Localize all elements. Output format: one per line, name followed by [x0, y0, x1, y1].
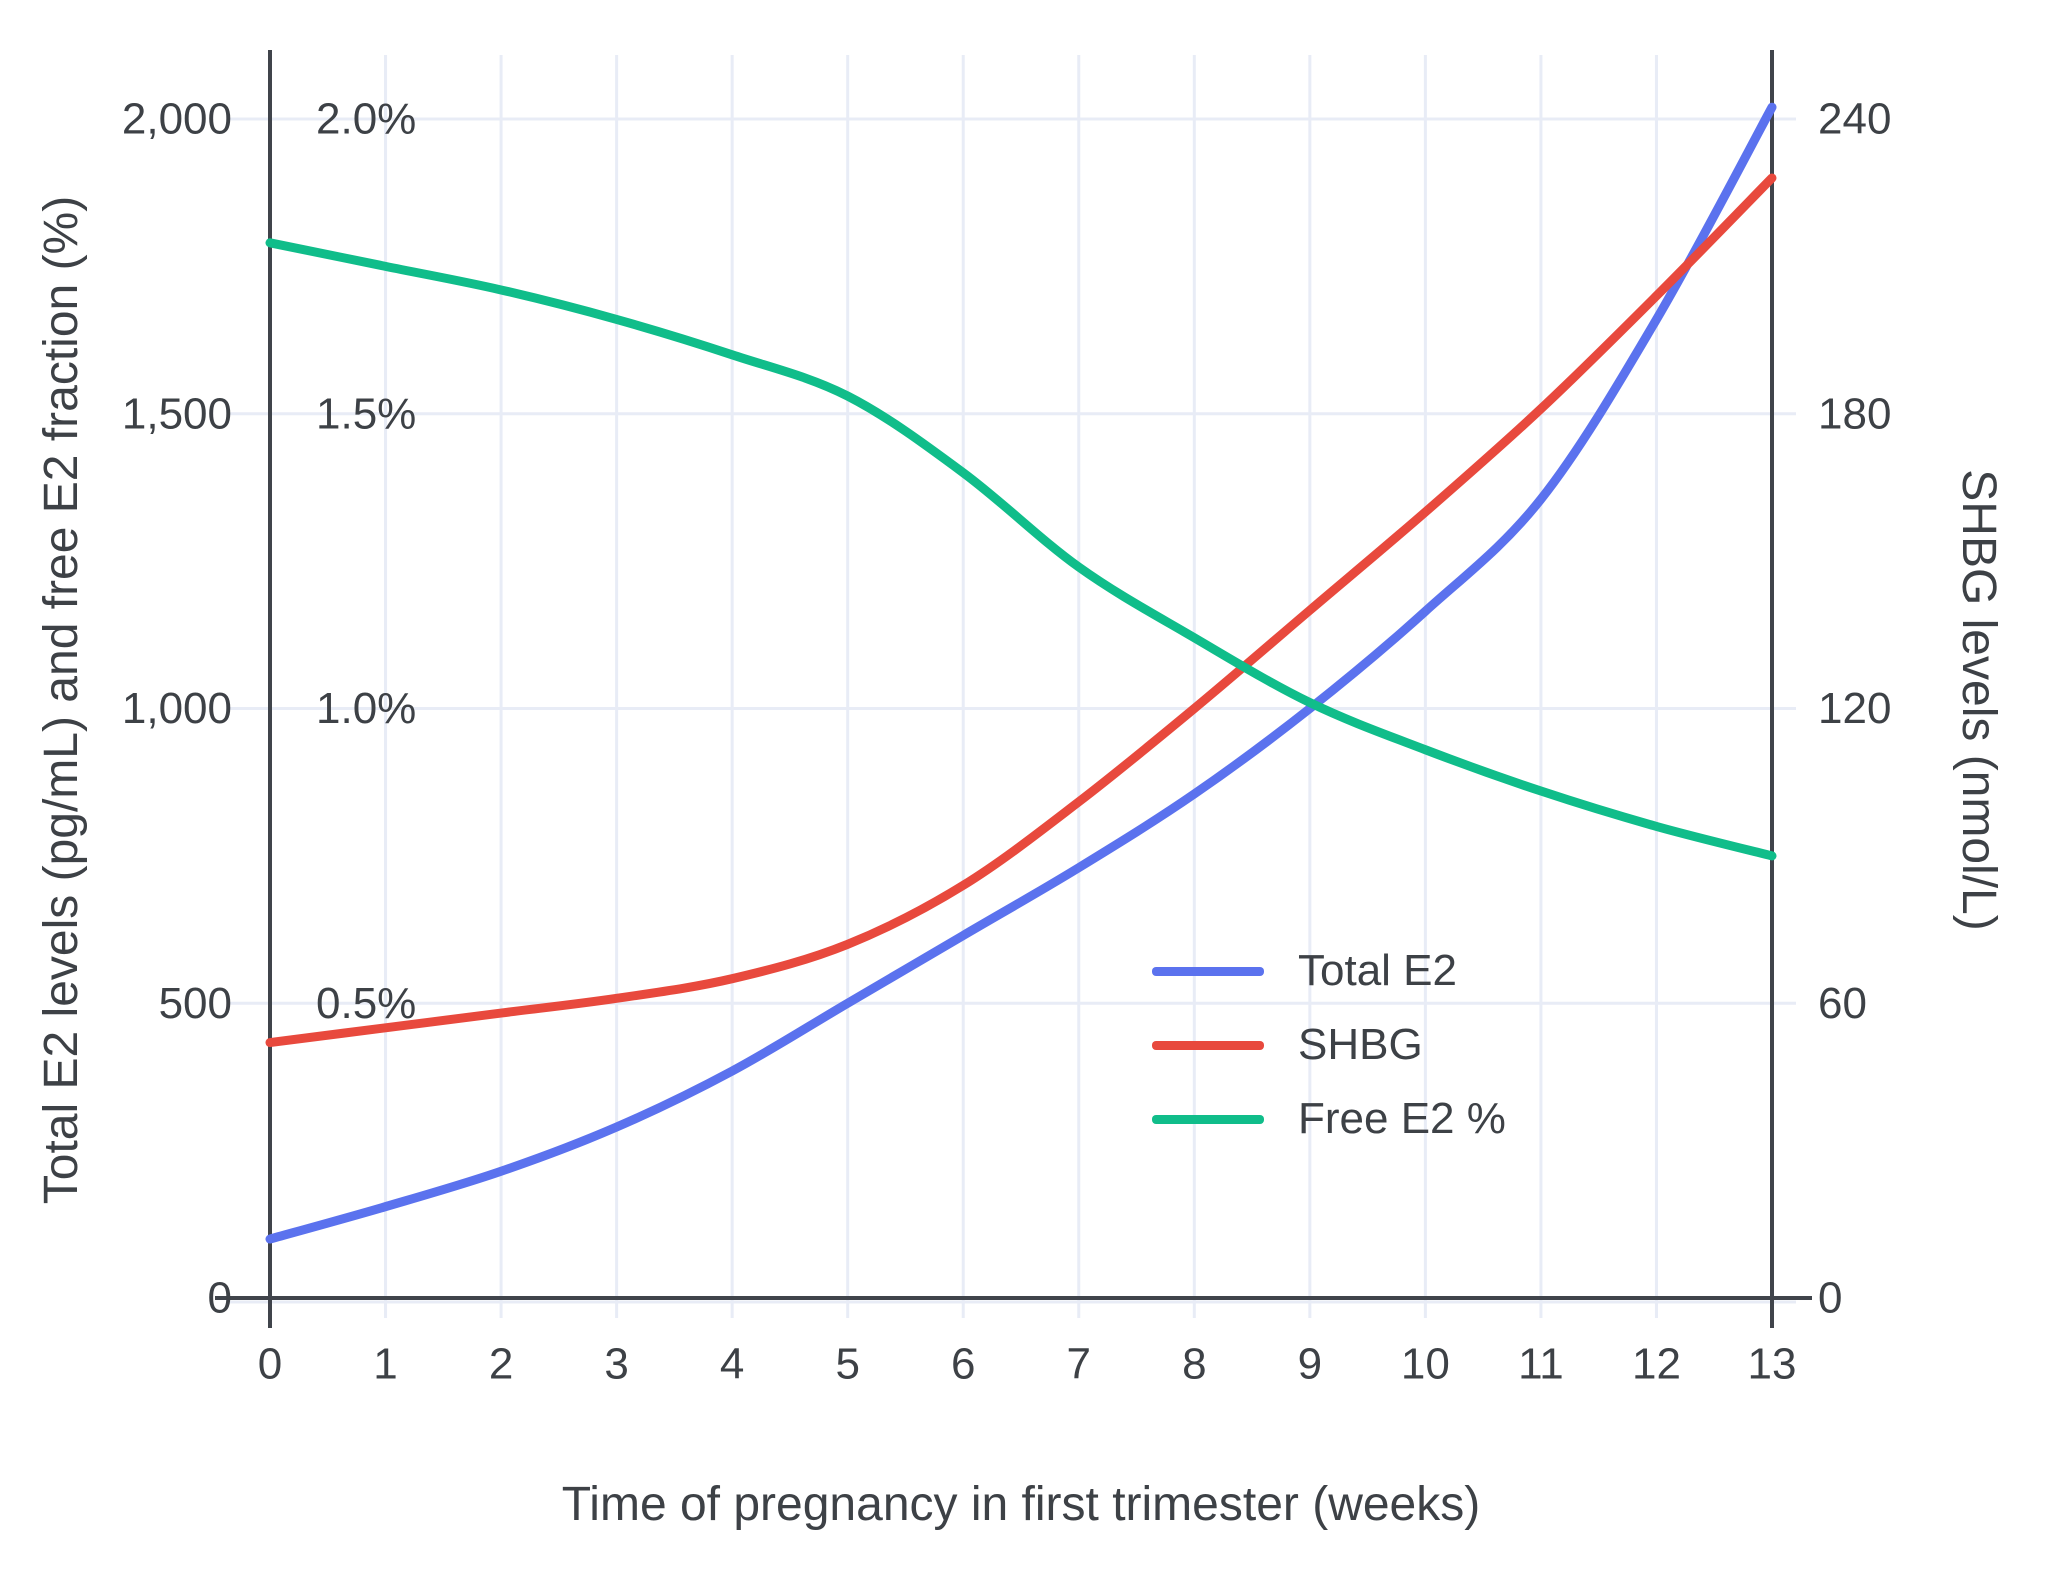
- x-tick-label-10: 10: [1401, 1340, 1450, 1389]
- x-tick-label-11: 11: [1518, 1340, 1564, 1389]
- series-line-shbg: [265, 173, 1777, 1048]
- legend-swatch-total-e2: [1152, 966, 1264, 976]
- right-axis-title: SHBG levels (nmol/L): [1952, 469, 2005, 931]
- left-tick-label-500: 500: [159, 979, 232, 1028]
- left-tick-label-1000: 1,000: [122, 684, 232, 733]
- percent-tick-label-2000: 2.0%: [316, 95, 416, 144]
- percent-tick-label-1500: 1.5%: [316, 389, 416, 438]
- right-tick-label-60: 60: [1818, 979, 1867, 1028]
- x-tick-label-8: 8: [1182, 1340, 1206, 1389]
- x-tick-label-4: 4: [720, 1340, 744, 1389]
- x-tick-label-7: 7: [1067, 1340, 1091, 1389]
- x-tick-label-13: 13: [1748, 1340, 1797, 1389]
- left-tick-label-0: 0: [208, 1274, 232, 1323]
- legend-swatch-free-e2: [1152, 1114, 1264, 1124]
- right-tick-label-240: 240: [1818, 95, 1891, 144]
- x-tick-label-2: 2: [489, 1340, 513, 1389]
- left-tick-label-2000: 2,000: [122, 95, 232, 144]
- x-tick-label-12: 12: [1632, 1340, 1681, 1389]
- legend-item-shbg: SHBG: [1152, 1020, 1506, 1069]
- legend-item-total-e2: Total E2: [1152, 946, 1506, 995]
- series-line-total-e2: [265, 102, 1777, 1244]
- x-tick-label-0: 0: [258, 1340, 282, 1389]
- left-tick-label-1500: 1,500: [122, 389, 232, 438]
- legend-label-total-e2: Total E2: [1298, 946, 1457, 995]
- series-line-free-e2: [265, 238, 1777, 861]
- x-tick-label-3: 3: [604, 1340, 628, 1389]
- x-tick-label-9: 9: [1298, 1340, 1322, 1389]
- left-axis-title: Total E2 levels (pg/mL) and free E2 frac…: [35, 195, 88, 1205]
- x-axis-title: Time of pregnancy in first trimester (we…: [561, 1478, 1481, 1531]
- x-tick-label-5: 5: [835, 1340, 859, 1389]
- legend: Total E2 SHBG Free E2 %: [1152, 946, 1506, 1143]
- legend-swatch-shbg: [1152, 1040, 1264, 1050]
- x-tick-label-1: 1: [373, 1340, 397, 1389]
- legend-label-free-e2: Free E2 %: [1298, 1094, 1506, 1143]
- x-tick-label-6: 6: [951, 1340, 975, 1389]
- legend-item-free-e2: Free E2 %: [1152, 1094, 1506, 1143]
- right-tick-label-0: 0: [1818, 1274, 1842, 1323]
- legend-label-shbg: SHBG: [1298, 1020, 1423, 1069]
- percent-tick-label-500: 0.5%: [316, 979, 416, 1028]
- percent-tick-label-1000: 1.0%: [316, 684, 416, 733]
- right-tick-label-120: 120: [1818, 684, 1891, 733]
- right-tick-label-180: 180: [1818, 389, 1891, 438]
